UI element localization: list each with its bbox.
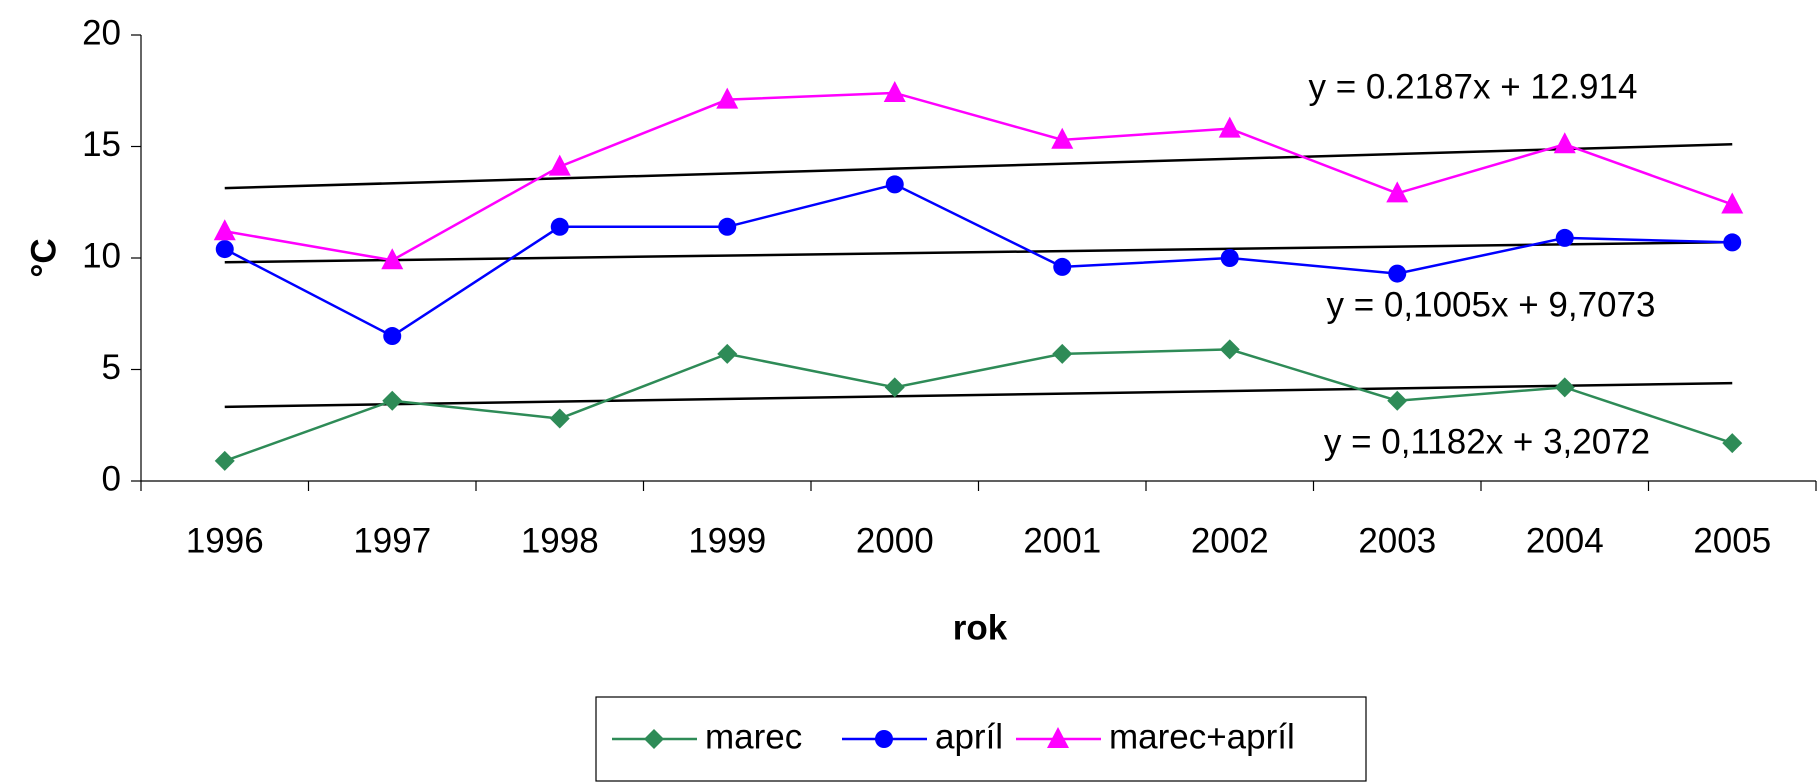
- marker: [716, 87, 739, 109]
- marker: [644, 729, 664, 749]
- marker: [1723, 233, 1742, 252]
- marker: [213, 219, 236, 241]
- marker: [548, 154, 571, 176]
- marker: [214, 450, 235, 471]
- y-tick-label: 15: [82, 125, 121, 164]
- marker: [550, 217, 569, 236]
- marker: [381, 248, 404, 270]
- marker: [1553, 132, 1576, 154]
- series-line: [224, 91, 1733, 262]
- marker: [1218, 116, 1241, 138]
- x-tick-label: 1996: [186, 521, 264, 560]
- y-tick-label: 10: [82, 236, 121, 275]
- marker: [1722, 433, 1743, 454]
- x-tick-label: 1998: [521, 521, 599, 560]
- x-tick-label: 2002: [1191, 521, 1269, 560]
- marker: [883, 80, 906, 102]
- marker: [1220, 249, 1239, 267]
- legend-label: marec+apríl: [1109, 717, 1295, 756]
- marker: [215, 240, 234, 259]
- marker: [1052, 343, 1073, 364]
- marker: [1555, 228, 1574, 247]
- legend-label: apríl: [935, 717, 1003, 756]
- legend-label: marec: [705, 717, 802, 756]
- marker: [1047, 727, 1069, 748]
- y-axis-label: °C: [24, 238, 63, 277]
- marker: [1053, 257, 1072, 276]
- legend-box: [595, 696, 1367, 782]
- marker: [382, 390, 403, 411]
- trendline: [224, 381, 1733, 409]
- marker: [1721, 192, 1744, 214]
- marker: [717, 343, 738, 364]
- marker: [885, 175, 904, 194]
- x-tick-label: 1997: [353, 521, 431, 560]
- trendline: [224, 142, 1733, 190]
- x-tick-label: 2003: [1358, 521, 1436, 560]
- trendline-label: y = 0.2187x + 12.914: [1309, 67, 1638, 106]
- x-tick-label: 2001: [1023, 521, 1101, 560]
- x-tick-label: 2000: [856, 521, 934, 560]
- marker: [1051, 127, 1074, 149]
- trendline-label: y = 0,1182x + 3,2072: [1324, 422, 1650, 461]
- series-line: [224, 183, 1733, 338]
- marker: [1388, 264, 1407, 283]
- y-tick-label: 0: [102, 459, 121, 498]
- series-line: [224, 348, 1733, 463]
- x-axis-label: rok: [953, 608, 1008, 647]
- trendline: [224, 240, 1733, 264]
- y-tick-label: 20: [82, 13, 121, 52]
- marker: [1387, 390, 1408, 411]
- marker: [383, 327, 402, 346]
- x-tick-label: 2004: [1526, 521, 1604, 560]
- marker: [1219, 339, 1240, 360]
- marker: [884, 377, 905, 398]
- marker: [1554, 377, 1575, 398]
- marker: [718, 217, 737, 236]
- y-tick-label: 5: [102, 348, 121, 387]
- trendline-label: y = 0,1005x + 9,7073: [1327, 285, 1656, 324]
- x-tick-label: 2005: [1693, 521, 1771, 560]
- x-tick-label: 1999: [688, 521, 766, 560]
- marker: [1386, 181, 1409, 203]
- marker: [875, 730, 893, 748]
- marker: [549, 408, 570, 429]
